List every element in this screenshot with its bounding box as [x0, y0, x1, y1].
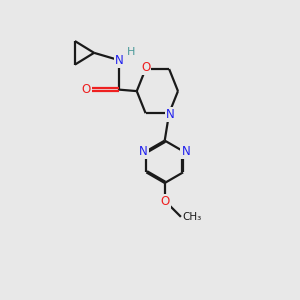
Text: O: O	[160, 195, 169, 208]
Text: H: H	[127, 47, 136, 57]
Text: O: O	[141, 61, 150, 74]
Text: O: O	[81, 83, 90, 96]
Text: N: N	[139, 145, 148, 158]
Text: N: N	[182, 145, 190, 158]
Text: N: N	[166, 108, 175, 121]
Text: CH₃: CH₃	[182, 212, 202, 222]
Text: N: N	[115, 54, 124, 67]
